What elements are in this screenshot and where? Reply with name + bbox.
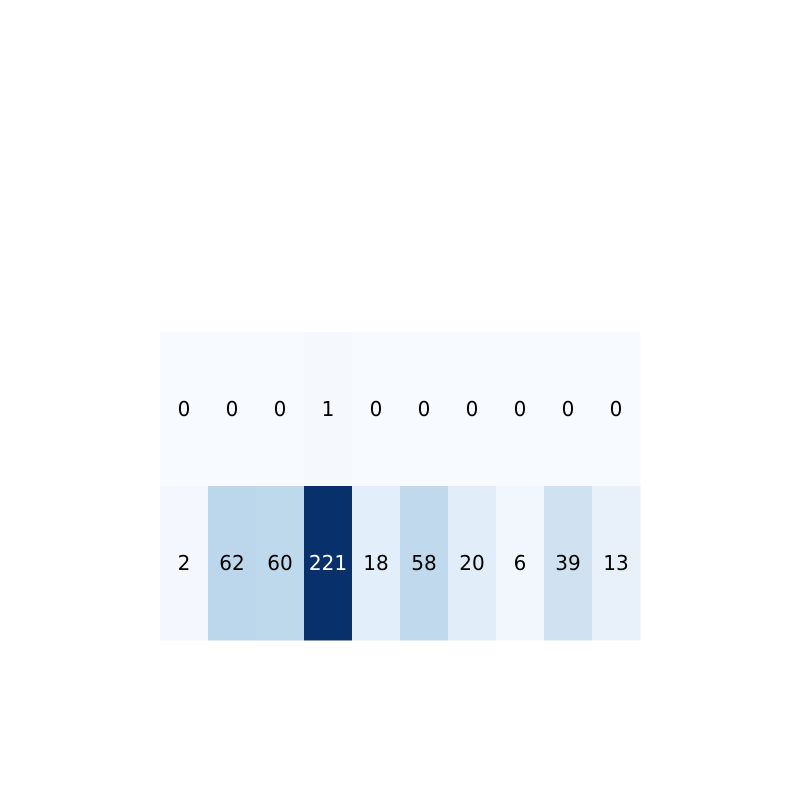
- heatmap-cell: [256, 486, 305, 641]
- heatmap-cell-label: 2: [178, 551, 191, 575]
- heatmap-cell: [256, 332, 305, 487]
- heatmap-cell-label: 0: [274, 397, 287, 421]
- heatmap-cell: [160, 486, 209, 641]
- heatmap-cell-label: 0: [610, 397, 623, 421]
- heatmap-cell-label: 1: [322, 397, 335, 421]
- heatmap-cell: [544, 486, 593, 641]
- heatmap-cell-label: 0: [226, 397, 239, 421]
- heatmap-cell: [544, 332, 593, 487]
- heatmap-cell-label: 60: [267, 551, 292, 575]
- heatmap-cell: [208, 332, 257, 487]
- heatmap-cell-label: 0: [514, 397, 527, 421]
- heatmap-cell: [400, 332, 449, 487]
- heatmap-cell: [208, 486, 257, 641]
- heatmap-cell-label: 20: [459, 551, 484, 575]
- heatmap-cells: [160, 332, 641, 641]
- heatmap-cell: [592, 486, 641, 641]
- heatmap-cell-label: 58: [411, 551, 436, 575]
- heatmap-cell-label: 39: [555, 551, 580, 575]
- heatmap-labels: 0 0 0 1 0 0 0 0 0 0 2 62 60 221 18 58 20 6 39 13: [178, 397, 629, 575]
- heatmap-cell: [304, 332, 353, 487]
- heatmap-cell: [160, 332, 209, 487]
- heatmap-cell-label: 221: [309, 551, 347, 575]
- heatmap-cell-label: 18: [363, 551, 388, 575]
- heatmap-cell-label: 0: [562, 397, 575, 421]
- heatmap-cell: [400, 486, 449, 641]
- heatmap-cell-label: 62: [219, 551, 244, 575]
- heatmap-cell: [448, 332, 497, 487]
- heatmap-cell: [352, 332, 401, 487]
- heatmap-cell-label: 0: [178, 397, 191, 421]
- heatmap-cell: [352, 486, 401, 641]
- heatmap-cell-label: 0: [418, 397, 431, 421]
- heatmap-cell: [496, 332, 545, 487]
- heatmap-cell-label: 0: [466, 397, 479, 421]
- heatmap-cell: [304, 486, 353, 641]
- heatmap-cell-label: 13: [603, 551, 628, 575]
- heatmap-cell: [448, 486, 497, 641]
- heatmap-cell-label: 6: [514, 551, 527, 575]
- heatmap-cell-label: 0: [370, 397, 383, 421]
- heatmap-cell: [496, 486, 545, 641]
- heatmap-cell: [592, 332, 641, 487]
